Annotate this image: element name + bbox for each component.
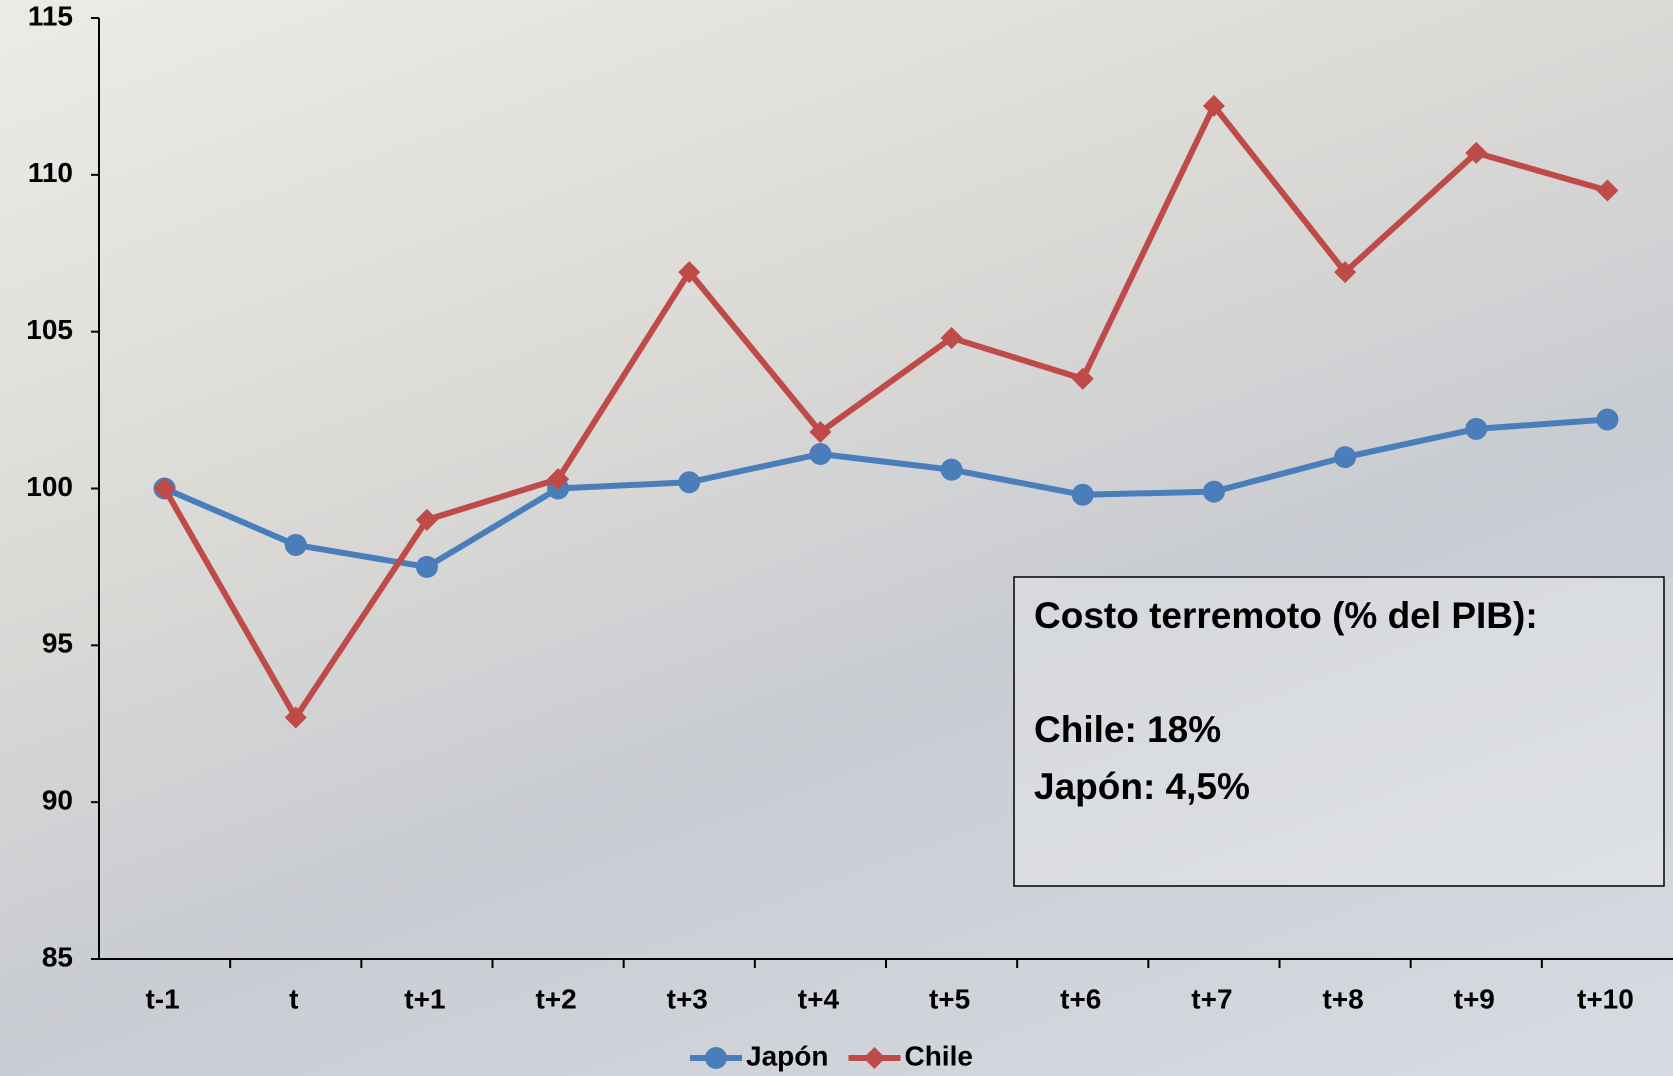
marker bbox=[1072, 484, 1094, 506]
chart: 85 90 95 100 105 110 115 t-1 t t+1 t+2 t+3 t+4 t+5 t+6… bbox=[0, 0, 1673, 1076]
x-tick-label: t-1 bbox=[145, 983, 179, 1014]
y-tick-label: 90 bbox=[42, 785, 73, 816]
annotation: Costo terremoto (% del PIB): bbox=[1034, 595, 1538, 636]
x-tick-label: t+8 bbox=[1322, 983, 1363, 1014]
annotation: Japón: 4,5% bbox=[1034, 766, 1250, 807]
y-tick-label: 105 bbox=[26, 314, 73, 345]
y-tick-label: 100 bbox=[26, 471, 73, 502]
y-tick-label: 95 bbox=[42, 628, 73, 659]
y-tick-label: 85 bbox=[42, 941, 73, 972]
marker bbox=[416, 556, 438, 578]
marker bbox=[1203, 481, 1225, 503]
series-line bbox=[165, 419, 1608, 566]
marker bbox=[1334, 446, 1356, 468]
page: 85 90 95 100 105 110 115 t-1 t t+1 t+2 t+3 t+4 t+5 t+6… bbox=[0, 0, 1673, 1076]
x-tick-label: t+7 bbox=[1191, 983, 1232, 1014]
marker bbox=[705, 1047, 727, 1069]
x-tick-label: t+2 bbox=[535, 983, 576, 1014]
x-tick-label: t+1 bbox=[404, 983, 445, 1014]
marker bbox=[678, 471, 700, 493]
x-tick-label: t+10 bbox=[1577, 983, 1634, 1014]
marker bbox=[1465, 418, 1487, 440]
marker bbox=[285, 534, 307, 556]
x-tick-label: t+3 bbox=[667, 983, 708, 1014]
y-tick-label: 110 bbox=[28, 157, 73, 188]
marker bbox=[941, 459, 963, 481]
x-tick-label: t+5 bbox=[929, 983, 970, 1014]
x-tick-label: t+6 bbox=[1060, 983, 1101, 1014]
x-tick-label: t+4 bbox=[798, 983, 840, 1014]
annotation: Chile: 18% bbox=[1034, 709, 1221, 750]
x-tick-label: t bbox=[289, 983, 298, 1014]
marker bbox=[1596, 180, 1618, 202]
x-tick-label: t+9 bbox=[1454, 983, 1495, 1014]
marker bbox=[1596, 408, 1618, 430]
y-tick-label: 115 bbox=[28, 0, 73, 31]
marker bbox=[809, 443, 831, 465]
marker bbox=[1072, 368, 1094, 390]
legend-label: Chile bbox=[904, 1040, 972, 1071]
legend-label: Japón bbox=[746, 1040, 828, 1071]
marker bbox=[863, 1047, 885, 1069]
